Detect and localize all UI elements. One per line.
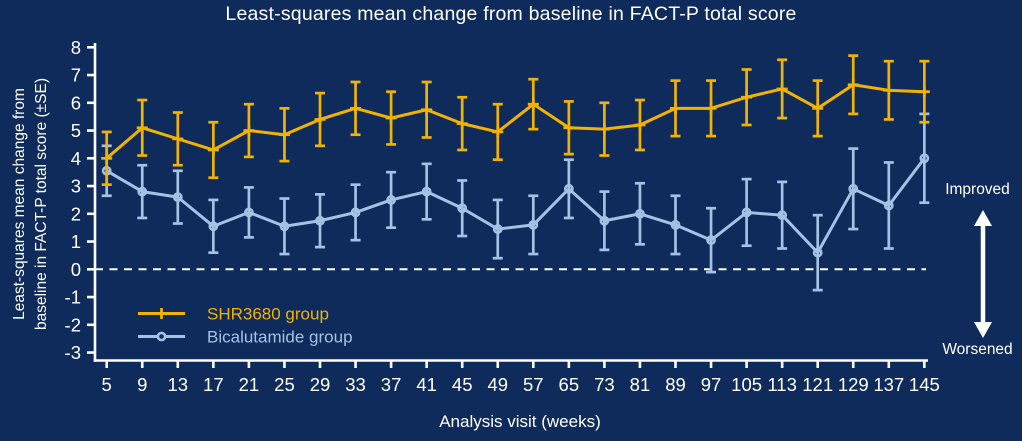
x-tick-label: 17 [203,374,224,395]
x-tick-label: 21 [239,374,260,395]
circle-marker [883,200,894,211]
circle-marker [812,247,823,258]
x-tick-label: 5 [102,374,112,395]
x-tick-label: 49 [487,374,508,395]
x-tick-label: 13 [168,374,189,395]
circle-marker [350,207,361,218]
x-tick-label: 37 [381,374,402,395]
y-tick-label: -3 [65,342,81,363]
y-tick-label: 2 [71,203,81,224]
x-tick-label: 105 [731,374,762,395]
x-tick-label: 121 [802,374,833,395]
series-line [105,157,926,255]
x-tick-label: 29 [310,374,331,395]
circle-marker [635,208,645,219]
x-tick-label: 41 [416,374,437,395]
circle-marker [208,221,219,232]
series-bicalutamide-group [101,112,930,292]
x-tick-label: 57 [523,374,544,395]
circle-marker [741,207,752,218]
y-tick-label: 6 [71,92,81,113]
y-tick-label: 3 [71,176,81,197]
circle-marker [777,210,788,221]
x-tick-label: 113 [767,374,797,395]
x-tick-label: 9 [137,374,147,395]
improved-worsened-arrow [974,210,992,338]
x-axis-label: Analysis visit (weeks) [439,412,601,431]
x-tick-label: 137 [873,374,904,395]
arrow-head-down [974,322,992,338]
series-shr3680-group [101,54,930,187]
circle-marker [563,183,574,194]
x-tick-label: 45 [452,374,473,395]
y-tick-label: 8 [71,37,81,58]
x-tick-label: 97 [701,374,722,395]
y-tick-label: 1 [71,231,81,252]
legend-label: Bicalutamide group [207,328,353,347]
circle-marker [315,215,325,226]
x-tick-label: 129 [838,374,869,395]
x-tick-label: 25 [274,374,295,395]
circle-marker [279,221,290,232]
x-tick-label: 33 [345,374,366,395]
y-tick-label: 5 [71,120,81,141]
x-tick-label: 89 [665,374,686,395]
legend-label: SHR3680 group [207,305,329,324]
circle-marker [919,153,930,164]
circle-marker [243,207,254,218]
x-tick-label: 65 [559,374,580,395]
circle-marker [848,183,859,194]
y-tick-label: -2 [65,314,81,335]
worsened-label: Worsened [942,341,1013,358]
y-tick-label: 0 [71,259,81,280]
circle-marker [492,224,503,234]
x-tick-label: 73 [594,374,615,395]
arrow-head-up [974,210,992,226]
y-tick-label: 7 [71,65,81,86]
circle-marker [386,195,396,205]
circle-marker [172,192,183,203]
circle-marker [599,215,610,226]
legend-circle-marker [156,331,167,342]
series-line [105,83,925,160]
circle-marker [457,203,468,214]
circle-marker [706,235,716,246]
y-tick-label: 4 [71,148,81,169]
legend: SHR3680 group Bicalutamide group [138,305,353,347]
circle-marker [421,186,432,197]
chart-title: Least-squares mean change from baseline … [225,3,797,25]
x-tick-label: 145 [909,374,940,395]
circle-marker [670,219,681,230]
improved-label: Improved [945,181,1010,198]
circle-marker [137,186,148,197]
y-tick-label: -1 [65,287,81,308]
x-tick-label: 81 [630,374,651,395]
circle-marker [528,219,539,230]
